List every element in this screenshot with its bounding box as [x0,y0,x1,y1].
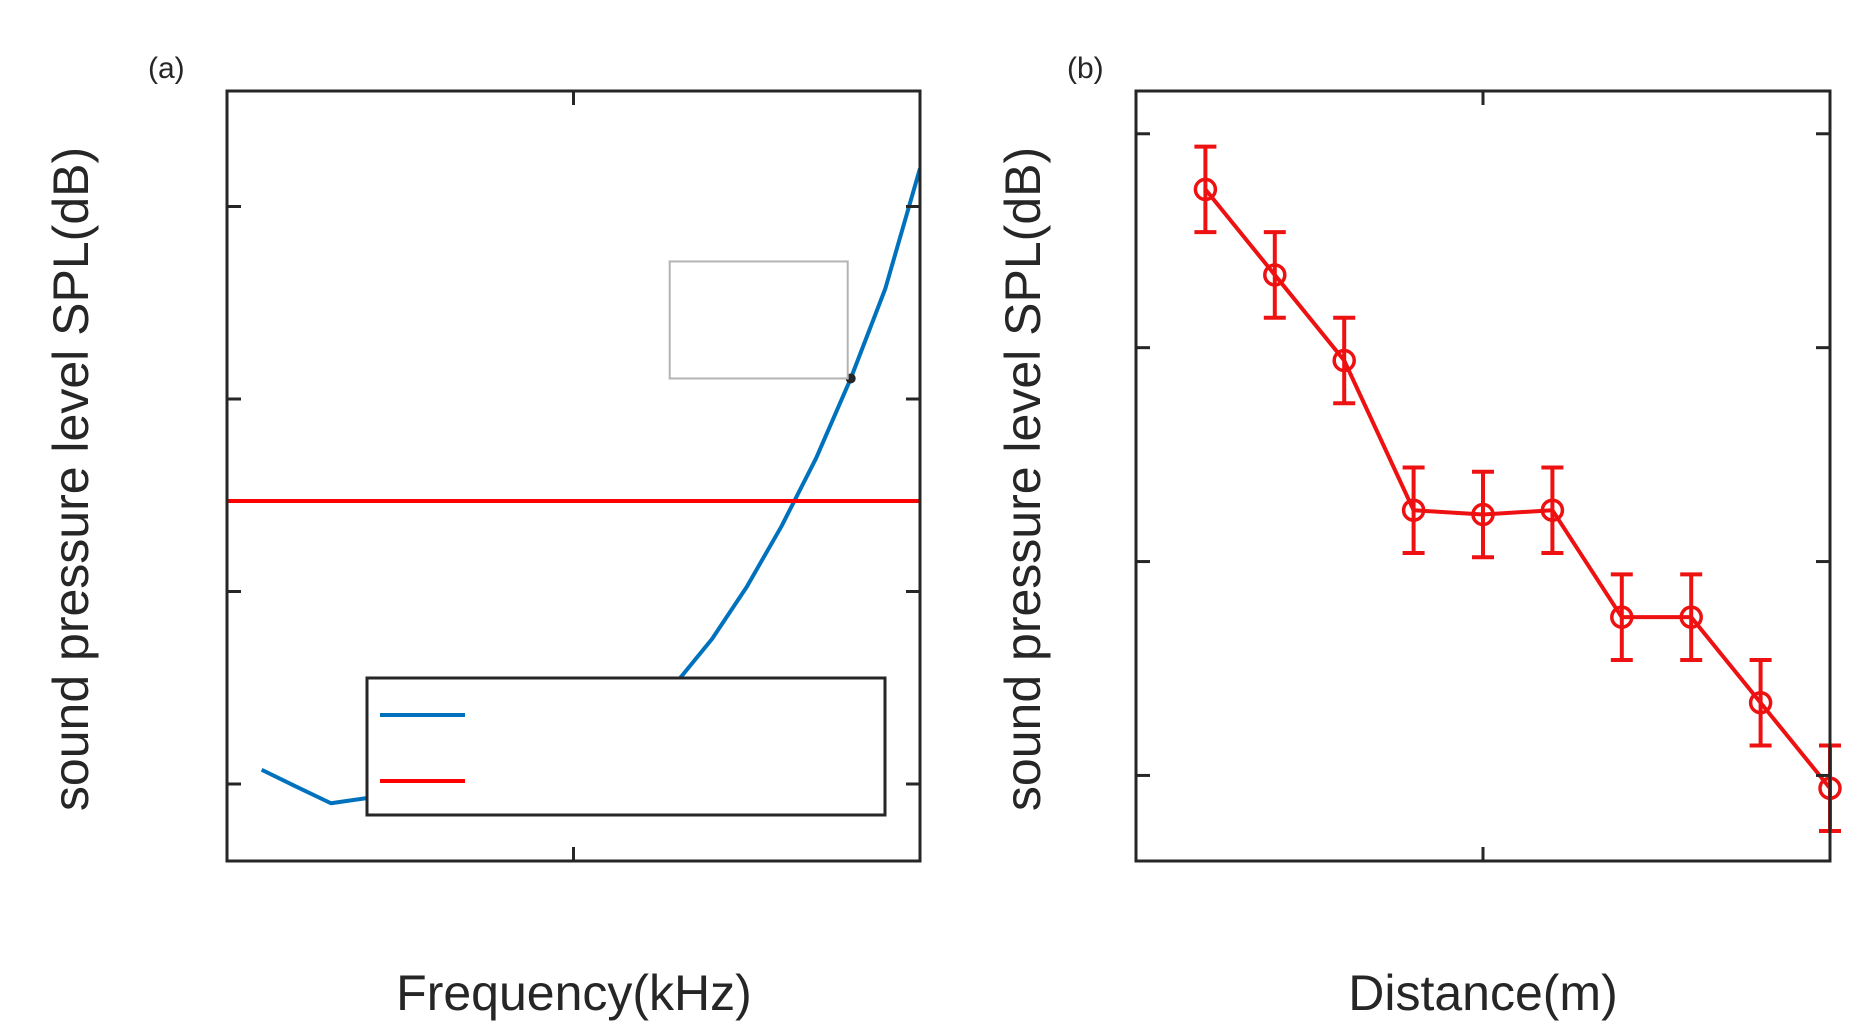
panel-b-plot-area [1134,89,1842,863]
data-point-marker [1610,605,1634,629]
legend [365,676,887,817]
data-point-marker [1401,498,1426,522]
panel-a-plot-area [225,89,922,863]
datatip-frame [668,260,849,380]
spl-distance-line [1203,188,1832,790]
error-bar [1402,465,1425,555]
legend-frame [365,676,887,817]
panel-a: (a) Frequency(kHz) sound pressure level … [43,52,922,1021]
panel-b-x-axis-label: Distance(m) [1348,965,1617,1021]
error-bar [1610,572,1633,662]
data-point-marker [1193,177,1218,202]
data-point-marker [1263,263,1287,287]
error-bar [1194,144,1217,235]
error-bar [1263,230,1286,320]
data-point-marker [1748,690,1773,715]
error-bar [1749,657,1772,748]
datatip-box [668,260,849,380]
error-bar [1541,465,1564,555]
panel-b: (b) Distance(m) sound pressure level SPL… [995,52,1842,1021]
data-point-marker [1679,605,1703,629]
error-bar [1472,469,1494,560]
error-bar [1333,315,1356,406]
panel-b-y-axis-label: sound pressure level SPL(dB) [995,147,1051,811]
data-point-marker [1540,498,1565,522]
data-point-marker [1332,348,1356,373]
panel-a-label: (a) [148,52,185,85]
error-bar [1680,572,1703,662]
panel-a-y-axis-label: sound pressure level SPL(dB) [43,147,99,811]
data-point-marker [1471,502,1495,527]
panel-a-x-axis-label: Frequency(kHz) [396,965,752,1021]
panel-b-label: (b) [1067,52,1104,85]
